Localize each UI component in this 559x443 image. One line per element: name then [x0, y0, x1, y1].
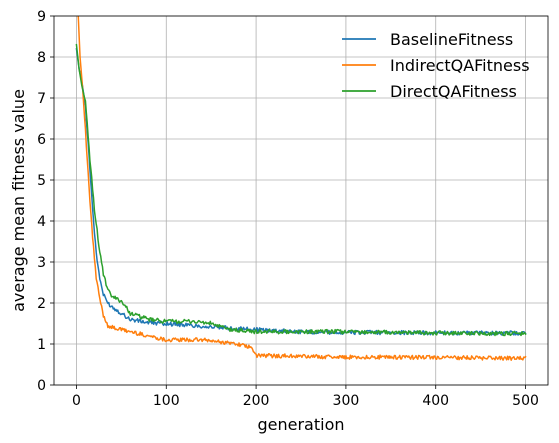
x-axis-label: generation: [257, 415, 344, 434]
x-tick-label: 500: [512, 393, 539, 409]
y-tick-label: 1: [37, 337, 46, 353]
x-tick-label: 200: [243, 393, 270, 409]
grid: [54, 15, 548, 386]
legend-label-baseline: BaselineFitness: [390, 30, 513, 49]
y-tick-label: 3: [37, 255, 46, 271]
y-tick-label: 8: [37, 50, 46, 66]
y-tick-label: 0: [37, 378, 46, 394]
x-axis-ticks: 0 100 200 300 400 500: [72, 385, 539, 409]
y-tick-label: 2: [37, 296, 46, 312]
y-tick-label: 7: [37, 91, 46, 107]
y-tick-label: 4: [37, 214, 46, 230]
x-tick-label: 400: [422, 393, 449, 409]
legend-label-direct: DirectQAFitness: [390, 82, 517, 101]
y-axis-label: average mean fitness value: [9, 89, 28, 312]
series-line-direct: [75, 43, 527, 337]
series-lines: [75, 16, 527, 361]
series-line-indirect: [77, 16, 527, 361]
y-tick-label: 6: [37, 132, 46, 148]
x-tick-label: 300: [333, 393, 360, 409]
y-tick-label: 9: [37, 9, 46, 25]
y-tick-label: 5: [37, 173, 46, 189]
legend: BaselineFitness IndirectQAFitness Direct…: [342, 30, 530, 101]
x-tick-label: 100: [153, 393, 180, 409]
x-tick-label: 0: [72, 393, 81, 409]
plot-frame: [53, 15, 549, 386]
y-axis-ticks: 0 1 2 3 4 5 6 7 8 9: [37, 9, 54, 394]
legend-label-indirect: IndirectQAFitness: [390, 56, 530, 75]
